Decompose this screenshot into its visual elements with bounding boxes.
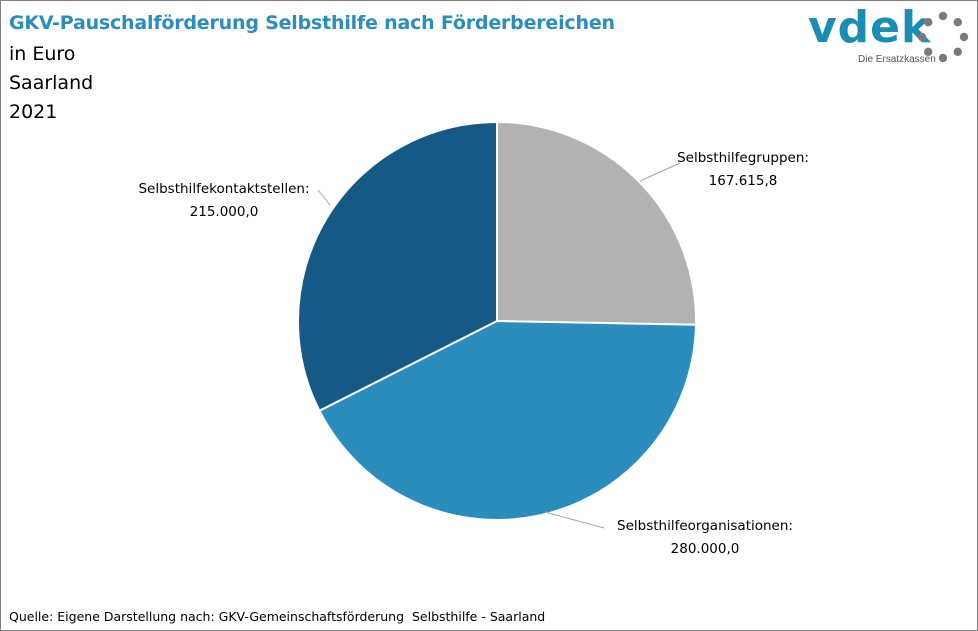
- pie-slice-selbsthilfeorganisationen: [318, 319, 697, 521]
- chart-title: GKV-Pauschalförderung Selbsthilfe nach F…: [9, 12, 615, 34]
- slice-value-selbsthilfekontaktstellen: 215.000,0: [190, 204, 259, 220]
- logo-wordmark: vdek: [808, 2, 932, 53]
- chart-subtitle-unit: in Euro: [9, 43, 76, 65]
- slice-label-selbsthilfegruppen: Selbsthilfegruppen:: [677, 150, 809, 166]
- slice-label-selbsthilfekontaktstellen: Selbsthilfekontaktstellen:: [138, 181, 309, 197]
- leader-line-selbsthilfegruppen: [639, 162, 681, 182]
- chart-subtitle-year: 2021: [9, 101, 58, 123]
- slice-value-selbsthilfegruppen: 167.615,8: [709, 173, 778, 189]
- leader-line-selbsthilfeorganisationen: [544, 511, 605, 529]
- chart-subtitle-region: Saarland: [9, 72, 94, 94]
- vdek-logo: vdek Die Ersatzkassen: [808, 2, 972, 72]
- logo-tagline: Die Ersatzkassen: [858, 54, 936, 65]
- pie-slice-selbsthilfegruppen: [496, 120, 697, 326]
- source-note: Quelle: Eigene Darstellung nach: GKV-Gem…: [9, 609, 546, 624]
- dotted-ring-icon: [917, 11, 969, 63]
- slice-label-selbsthilfeorganisationen: Selbsthilfeorganisationen:: [617, 518, 793, 534]
- pie-slice-selbsthilfekontaktstellen: [297, 120, 498, 413]
- slice-value-selbsthilfeorganisationen: 280.000,0: [671, 541, 740, 557]
- leader-line-selbsthilfekontaktstellen: [317, 189, 331, 206]
